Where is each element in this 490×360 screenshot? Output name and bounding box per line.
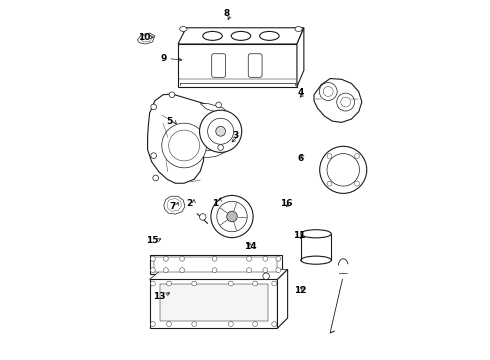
Text: 2: 2 <box>187 199 193 208</box>
Circle shape <box>199 110 242 152</box>
Polygon shape <box>178 44 297 87</box>
Bar <box>149 255 282 274</box>
Circle shape <box>327 154 332 158</box>
Circle shape <box>192 322 196 327</box>
Text: 7: 7 <box>170 202 176 211</box>
Polygon shape <box>164 196 185 214</box>
Ellipse shape <box>295 27 302 31</box>
Polygon shape <box>137 33 155 44</box>
Circle shape <box>150 281 155 286</box>
Circle shape <box>227 211 237 222</box>
Polygon shape <box>194 104 236 158</box>
Circle shape <box>150 268 155 273</box>
Circle shape <box>212 268 217 273</box>
Circle shape <box>246 268 251 273</box>
Text: 3: 3 <box>232 131 238 140</box>
FancyBboxPatch shape <box>248 54 262 77</box>
Circle shape <box>212 256 217 261</box>
Circle shape <box>180 268 185 273</box>
Circle shape <box>355 181 360 186</box>
Circle shape <box>218 145 223 150</box>
Circle shape <box>199 214 206 220</box>
Circle shape <box>216 126 225 136</box>
Text: 10: 10 <box>138 33 150 42</box>
Circle shape <box>355 154 360 158</box>
Circle shape <box>162 123 206 168</box>
Polygon shape <box>141 35 152 42</box>
Text: 15: 15 <box>147 236 159 245</box>
Circle shape <box>276 268 281 273</box>
Circle shape <box>341 97 350 107</box>
Bar <box>160 284 268 321</box>
Circle shape <box>319 82 337 100</box>
Circle shape <box>319 146 367 193</box>
Ellipse shape <box>301 230 331 238</box>
Bar <box>301 234 331 260</box>
Circle shape <box>180 256 185 261</box>
Circle shape <box>153 175 159 181</box>
Text: 9: 9 <box>161 54 167 63</box>
Text: 6: 6 <box>297 154 303 163</box>
Ellipse shape <box>180 27 187 31</box>
Ellipse shape <box>231 31 251 40</box>
Circle shape <box>167 322 172 327</box>
FancyBboxPatch shape <box>212 54 225 77</box>
Circle shape <box>163 268 168 273</box>
Polygon shape <box>149 279 277 328</box>
Circle shape <box>192 281 196 286</box>
Circle shape <box>169 130 199 161</box>
Circle shape <box>211 195 253 238</box>
Circle shape <box>217 201 247 232</box>
Circle shape <box>167 281 172 286</box>
Circle shape <box>263 256 268 261</box>
Circle shape <box>216 102 221 108</box>
Polygon shape <box>147 94 220 183</box>
Circle shape <box>228 281 233 286</box>
Polygon shape <box>178 28 304 44</box>
Circle shape <box>337 93 355 111</box>
Text: 13: 13 <box>153 292 166 301</box>
Circle shape <box>246 256 251 261</box>
Ellipse shape <box>301 256 331 264</box>
Polygon shape <box>314 78 362 122</box>
Text: 14: 14 <box>245 242 257 251</box>
Circle shape <box>163 256 168 261</box>
Polygon shape <box>297 28 304 87</box>
Circle shape <box>208 118 234 144</box>
Text: 11: 11 <box>293 231 305 240</box>
Circle shape <box>169 92 175 98</box>
Circle shape <box>151 153 156 158</box>
Circle shape <box>150 256 155 261</box>
Circle shape <box>253 322 258 327</box>
Ellipse shape <box>203 31 222 40</box>
Text: 5: 5 <box>167 117 173 126</box>
Text: 1: 1 <box>212 199 218 208</box>
Polygon shape <box>277 269 288 328</box>
Text: 4: 4 <box>297 88 304 97</box>
Circle shape <box>327 181 332 186</box>
Circle shape <box>228 322 233 327</box>
Circle shape <box>272 322 277 327</box>
Text: 16: 16 <box>280 199 293 208</box>
Circle shape <box>263 273 270 279</box>
Text: 12: 12 <box>294 286 307 295</box>
Ellipse shape <box>260 31 279 40</box>
Circle shape <box>272 281 277 286</box>
Polygon shape <box>167 198 181 211</box>
Circle shape <box>276 256 281 261</box>
Circle shape <box>263 268 268 273</box>
Circle shape <box>253 281 258 286</box>
Bar <box>154 257 277 272</box>
Polygon shape <box>149 269 288 279</box>
Text: 8: 8 <box>223 9 230 18</box>
Circle shape <box>150 322 155 327</box>
Circle shape <box>327 154 360 186</box>
Circle shape <box>323 87 333 96</box>
Circle shape <box>151 104 156 110</box>
